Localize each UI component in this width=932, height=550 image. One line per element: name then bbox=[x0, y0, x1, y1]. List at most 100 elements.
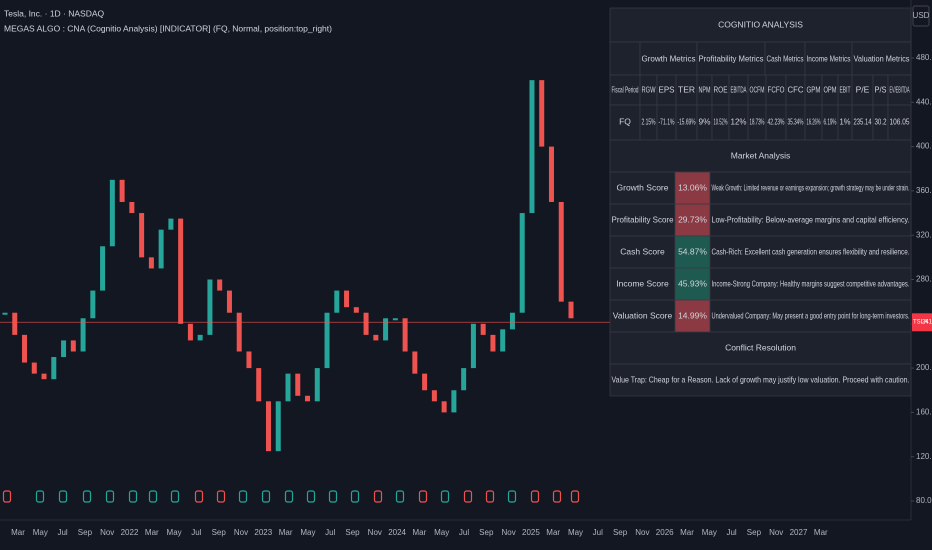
x-tick-label: Sep bbox=[747, 528, 762, 537]
metric-value: FQ bbox=[619, 116, 631, 126]
score-cell bbox=[674, 267, 711, 301]
candle bbox=[383, 318, 389, 341]
x-tick-label: Mar bbox=[814, 528, 828, 537]
metric-value: 18.73% bbox=[750, 116, 765, 126]
candle bbox=[2, 312, 8, 315]
candle bbox=[226, 290, 232, 313]
x-tick-label: Sep bbox=[479, 528, 494, 537]
candle bbox=[285, 373, 291, 402]
event-badge bbox=[395, 490, 405, 503]
column-header: GPM bbox=[807, 84, 821, 94]
column-header: FCFO bbox=[768, 84, 785, 94]
candle bbox=[187, 323, 193, 341]
x-tick-label: 2023 bbox=[254, 528, 272, 537]
candle bbox=[470, 323, 476, 369]
section-title: Conflict Resolution bbox=[725, 342, 796, 352]
x-tick-label: Nov bbox=[769, 528, 783, 537]
score-description: Income-Strong Company: Healthy margins s… bbox=[712, 278, 910, 288]
event-badge bbox=[284, 490, 294, 503]
event-badge bbox=[570, 490, 580, 503]
event-badge bbox=[418, 490, 428, 503]
candle bbox=[451, 390, 457, 413]
x-tick-label: May bbox=[568, 528, 583, 537]
score-value: 29.73% bbox=[678, 214, 707, 224]
candle bbox=[461, 368, 467, 391]
candle bbox=[295, 373, 301, 396]
candle bbox=[539, 80, 545, 147]
score-description: Weak Growth: Limited revenue or earnings… bbox=[712, 182, 910, 192]
score-cell bbox=[674, 171, 711, 205]
group-cell bbox=[851, 41, 912, 76]
candle bbox=[392, 318, 398, 321]
column-header: OPM bbox=[824, 84, 837, 94]
candle bbox=[70, 340, 76, 352]
x-tick-label: May bbox=[33, 528, 48, 537]
candle bbox=[568, 301, 574, 319]
symbol-title: Tesla, Inc. · 1D · NASDAQ bbox=[4, 8, 105, 18]
candle bbox=[519, 213, 525, 313]
candle bbox=[373, 334, 379, 341]
x-tick-label: 2024 bbox=[388, 528, 406, 537]
currency-button[interactable] bbox=[912, 5, 930, 27]
candle bbox=[324, 312, 330, 369]
score-name: Income Score bbox=[616, 278, 669, 288]
score-description: Low-Profitability: Below-average margins… bbox=[712, 214, 910, 224]
section-cell bbox=[609, 331, 912, 365]
table-title: COGNITIO ANALYSIS bbox=[718, 19, 803, 29]
x-tick-label: Jul bbox=[726, 528, 736, 537]
event-badge bbox=[128, 490, 138, 503]
event-badge bbox=[58, 490, 68, 503]
candle bbox=[217, 279, 223, 291]
candle bbox=[412, 351, 418, 374]
x-tick-label: Sep bbox=[212, 528, 227, 537]
y-tick-label: 320.00 bbox=[916, 230, 932, 239]
group-header: Profitability Metrics bbox=[699, 53, 764, 63]
event-badge bbox=[148, 490, 158, 503]
score-name-cell bbox=[609, 299, 676, 333]
candle bbox=[197, 334, 203, 341]
x-tick-label: Mar bbox=[11, 528, 25, 537]
currency[interactable]: USD bbox=[913, 11, 930, 20]
x-tick-label: Mar bbox=[680, 528, 694, 537]
candle bbox=[490, 334, 496, 352]
candle bbox=[119, 179, 125, 202]
event-badge bbox=[238, 490, 248, 503]
candle bbox=[256, 368, 262, 402]
score-name-cell bbox=[609, 171, 676, 205]
metric-value: 1% bbox=[840, 116, 851, 126]
score-name-cell bbox=[609, 267, 676, 301]
x-tick-label: Jul bbox=[57, 528, 67, 537]
column-header: ROE bbox=[714, 84, 728, 94]
metric-value: 10.52% bbox=[714, 116, 728, 126]
x-tick-label: Jul bbox=[325, 528, 335, 537]
score-description-cell bbox=[709, 267, 912, 301]
x-tick-label: May bbox=[702, 528, 717, 537]
y-tick-label: 120.00 bbox=[916, 452, 932, 461]
x-tick-label: Mar bbox=[145, 528, 159, 537]
column-header: P/E bbox=[856, 84, 870, 94]
candle bbox=[12, 312, 18, 335]
column-header: TER bbox=[678, 84, 695, 94]
score-description-cell bbox=[709, 171, 912, 205]
table-title-cell bbox=[609, 7, 912, 43]
event-badge bbox=[194, 490, 204, 503]
event-badge bbox=[82, 490, 92, 503]
x-tick-label: Jul bbox=[593, 528, 603, 537]
x-tick-label: 2026 bbox=[656, 528, 674, 537]
x-tick-label: Nov bbox=[635, 528, 649, 537]
metric-value: 35.34% bbox=[788, 116, 804, 126]
candle bbox=[80, 318, 86, 352]
score-description: Cash-Rich: Excellent cash generation ens… bbox=[712, 246, 910, 256]
candle bbox=[61, 340, 67, 358]
event-badge bbox=[373, 490, 383, 503]
candle bbox=[305, 395, 311, 402]
candle bbox=[353, 307, 359, 313]
last-price-symbol: TSLA bbox=[913, 319, 928, 325]
score-value: 54.87% bbox=[678, 246, 707, 256]
score-value: 45.93% bbox=[678, 278, 707, 288]
candle bbox=[275, 401, 281, 452]
x-tick-label: Sep bbox=[613, 528, 628, 537]
candle bbox=[363, 312, 369, 335]
x-tick-label: Nov bbox=[100, 528, 114, 537]
